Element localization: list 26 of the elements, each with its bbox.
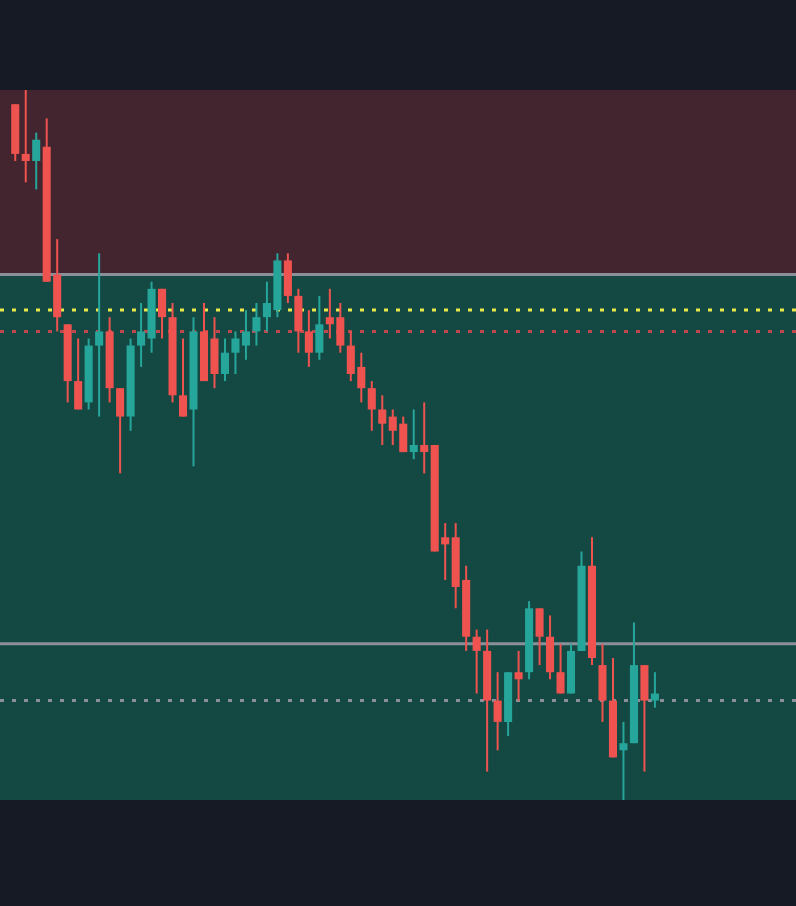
candlestick [598, 642, 607, 723]
candlestick [619, 720, 628, 801]
candlestick [472, 628, 481, 695]
candlestick [535, 607, 544, 667]
candlestick [409, 408, 418, 461]
candlestick [158, 287, 167, 340]
candlestick [315, 294, 324, 361]
candlestick [546, 614, 555, 681]
candlestick [252, 302, 261, 347]
candlestick [283, 252, 292, 304]
candlestick [367, 380, 376, 432]
candlestick [21, 89, 30, 184]
candlestick [32, 131, 41, 191]
candlestick [514, 649, 523, 702]
candlestick [294, 287, 303, 354]
candlestick [220, 337, 230, 383]
candlestick [650, 671, 659, 709]
candlestick [556, 642, 565, 695]
candlestick [95, 252, 104, 418]
candlestick [640, 664, 649, 773]
candlestick [566, 642, 576, 695]
candlestick [304, 309, 313, 368]
candlestick [493, 671, 502, 752]
candlestick [116, 387, 125, 475]
candlestick [178, 337, 188, 418]
candlestick [74, 337, 83, 411]
